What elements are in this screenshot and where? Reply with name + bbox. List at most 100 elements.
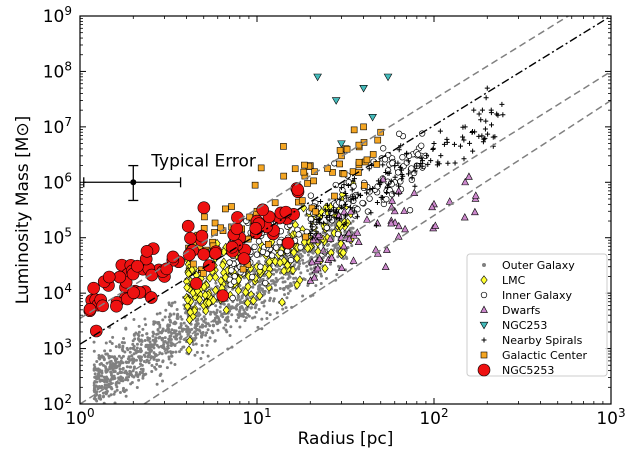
lmc-point xyxy=(196,295,204,305)
legend-entry: Galactic Center xyxy=(480,349,588,362)
inner-galaxy-point xyxy=(359,199,366,207)
dwarfs-point xyxy=(373,219,382,227)
galactic-center-point xyxy=(298,197,306,204)
outer-galaxy-point xyxy=(253,270,257,274)
inner-galaxy-point xyxy=(383,196,390,203)
outer-galaxy-point xyxy=(206,322,210,326)
outer-galaxy-point xyxy=(195,322,199,326)
ngc5253-point xyxy=(281,236,295,250)
nearby-spirals-point xyxy=(484,85,490,91)
outer-galaxy-point xyxy=(327,198,331,202)
ngc5253-point xyxy=(145,291,158,304)
outer-galaxy-point xyxy=(155,382,159,386)
outer-galaxy-point xyxy=(345,257,349,261)
outer-galaxy-point xyxy=(158,323,162,327)
outer-galaxy-point xyxy=(169,341,173,345)
nearby-spirals-point xyxy=(405,158,411,164)
outer-galaxy-point xyxy=(132,375,136,379)
outer-galaxy-point xyxy=(254,310,258,314)
nearby-spirals-point xyxy=(373,222,379,228)
outer-galaxy-point xyxy=(244,316,248,320)
outer-galaxy-point xyxy=(268,298,272,302)
nearby-spirals-point xyxy=(431,141,437,147)
outer-galaxy-point xyxy=(132,352,136,356)
nearby-spirals-point xyxy=(471,107,477,113)
outer-galaxy-point xyxy=(97,353,101,357)
outer-galaxy-point xyxy=(257,286,261,290)
legend-label: LMC xyxy=(502,274,526,287)
outer-galaxy-point xyxy=(257,260,261,264)
outer-galaxy-point xyxy=(286,230,290,234)
outer-galaxy-point xyxy=(218,305,222,309)
lmc-point xyxy=(271,256,279,267)
inner-galaxy-point xyxy=(406,207,414,214)
ngc5253-point xyxy=(197,248,211,261)
legend-label: Inner Galaxy xyxy=(502,289,573,302)
legend-box xyxy=(466,253,608,377)
outer-galaxy-point xyxy=(137,338,141,342)
inner-galaxy-point xyxy=(231,273,238,280)
outer-galaxy-point xyxy=(135,373,139,377)
inner-galaxy-point xyxy=(395,169,402,176)
outer-galaxy-point xyxy=(138,358,142,362)
outer-galaxy-point xyxy=(243,319,247,323)
lmc-point xyxy=(205,298,213,308)
outer-galaxy-point xyxy=(135,349,139,353)
dwarfs-point xyxy=(388,196,397,204)
outer-galaxy-point xyxy=(97,356,101,360)
outer-galaxy-point xyxy=(238,325,242,329)
outer-galaxy-point xyxy=(216,315,220,319)
outer-galaxy-point xyxy=(230,313,234,317)
ngc5253-point xyxy=(87,281,100,295)
nearby-spirals-point xyxy=(483,95,489,101)
outer-galaxy-point xyxy=(117,354,121,358)
outer-galaxy-point xyxy=(200,333,204,337)
outer-galaxy-point xyxy=(206,354,210,358)
nearby-spirals-point xyxy=(404,151,410,157)
outer-galaxy-point xyxy=(97,394,101,398)
outer-galaxy-point xyxy=(110,366,114,370)
outer-galaxy-point xyxy=(184,324,188,328)
typical-error-label: Typical Error xyxy=(150,151,256,171)
nearby-spirals-point xyxy=(380,162,386,168)
outer-galaxy-point xyxy=(281,280,285,284)
outer-galaxy-point xyxy=(203,317,207,321)
outer-galaxy-point xyxy=(139,348,143,352)
outer-galaxy-point xyxy=(265,311,269,315)
nearby-spirals-point xyxy=(476,111,482,117)
outer-galaxy-point xyxy=(198,313,202,317)
outer-galaxy-point xyxy=(162,342,166,346)
nearby-spirals-point xyxy=(320,213,326,219)
galactic-center-point xyxy=(251,181,259,189)
nearby-spirals-point xyxy=(385,184,391,190)
outer-galaxy-point xyxy=(319,272,323,276)
outer-galaxy-point xyxy=(180,329,184,333)
outer-galaxy-point xyxy=(122,336,126,340)
outer-galaxy-point xyxy=(163,315,167,319)
outer-galaxy-point xyxy=(168,312,172,316)
outer-galaxy-point xyxy=(141,367,145,371)
outer-galaxy-point xyxy=(204,321,208,325)
outer-galaxy-point xyxy=(116,372,120,376)
outer-galaxy-point xyxy=(103,379,107,383)
galactic-center-point xyxy=(200,270,207,277)
nearby-spirals-point xyxy=(460,134,466,140)
outer-galaxy-point xyxy=(108,340,112,344)
outer-galaxy-point xyxy=(129,346,133,350)
nearby-spirals-point xyxy=(327,213,333,219)
outer-galaxy-point xyxy=(200,317,204,321)
outer-galaxy-point xyxy=(253,306,257,310)
outer-galaxy-point xyxy=(124,326,128,330)
x-tick-label: 100 xyxy=(65,406,94,429)
galactic-center-point xyxy=(301,161,308,169)
nearby-spirals-point xyxy=(492,134,498,140)
outer-galaxy-point xyxy=(213,339,217,343)
inner-galaxy-point xyxy=(295,231,302,238)
outer-galaxy-point xyxy=(222,302,226,306)
outer-galaxy-point xyxy=(167,329,171,333)
outer-galaxy-point xyxy=(103,383,107,387)
ngc5253-point xyxy=(216,289,230,302)
nearby-spirals-point xyxy=(397,164,403,170)
legend-marker xyxy=(477,363,491,377)
outer-galaxy-point xyxy=(206,328,210,332)
